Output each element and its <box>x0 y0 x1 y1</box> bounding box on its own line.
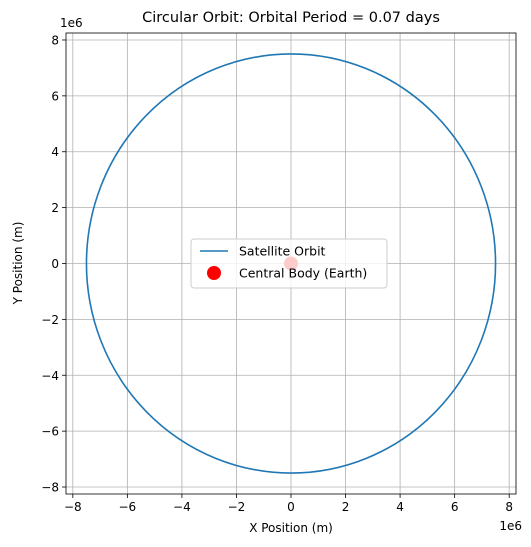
y-tick-label: 6 <box>51 89 59 103</box>
legend-label-earth: Central Body (Earth) <box>239 266 367 281</box>
x-tick-label: 2 <box>342 500 350 514</box>
y-offset-label: 1e6 <box>60 16 83 30</box>
plot-frame <box>65 32 517 495</box>
x-tick-label: −2 <box>228 500 246 514</box>
y-tick-label: 8 <box>51 33 59 47</box>
ticks: −8 −6 −4 −2 0 2 4 6 8 −8 −6 −4 −2 0 2 4 6 8 <box>41 33 513 514</box>
y-tick-label: −2 <box>41 313 59 327</box>
x-tick-label: −8 <box>64 500 82 514</box>
y-tick-label: −6 <box>41 425 59 439</box>
y-tick-label: 2 <box>51 201 59 215</box>
x-axis-label: X Position (m) <box>249 521 333 535</box>
x-tick-label: 6 <box>451 500 459 514</box>
y-tick-label: −8 <box>41 481 59 495</box>
x-tick-label: −6 <box>119 500 137 514</box>
x-tick-label: 8 <box>505 500 513 514</box>
legend: Satellite Orbit Central Body (Earth) <box>190 238 388 289</box>
y-tick-label: 0 <box>51 257 59 271</box>
x-tick-label: 0 <box>287 500 295 514</box>
y-axis-label: Y Position (m) <box>11 222 25 306</box>
legend-label-orbit: Satellite Orbit <box>239 244 326 259</box>
y-tick-label: 4 <box>51 145 59 159</box>
y-tick-label: −4 <box>41 369 59 383</box>
x-tick-label: −4 <box>173 500 191 514</box>
x-offset-label: 1e6 <box>499 519 522 533</box>
chart-title: Circular Orbit: Orbital Period = 0.07 da… <box>142 10 440 26</box>
legend-swatch-earth <box>207 266 221 280</box>
x-tick-label: 4 <box>396 500 404 514</box>
legend-box <box>190 238 388 289</box>
satellite-orbit-line <box>85 53 497 474</box>
